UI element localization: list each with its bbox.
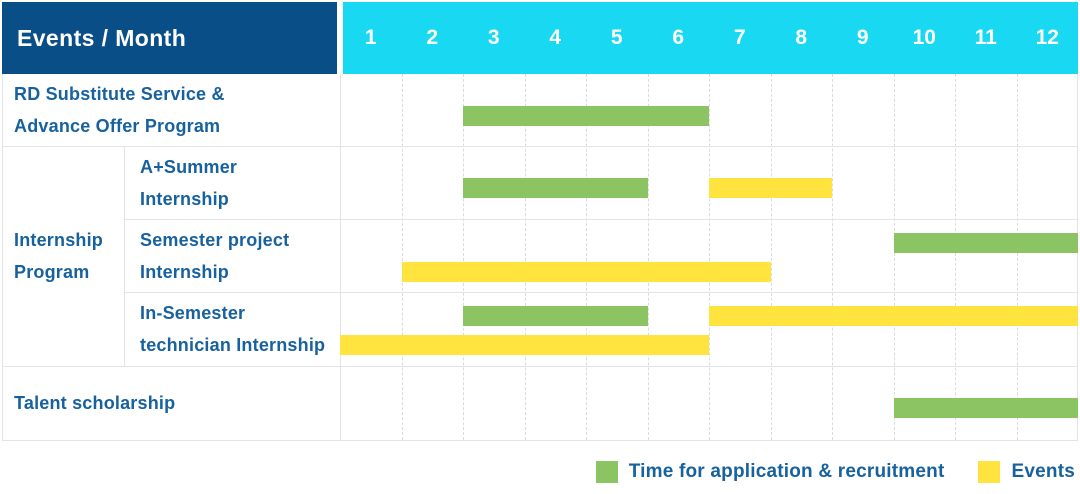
month-gridline bbox=[1016, 74, 1018, 440]
month-header-1: 1 bbox=[364, 26, 377, 49]
row-label-line: Advance Offer Program bbox=[14, 116, 221, 136]
row-label-line: RD Substitute Service & bbox=[14, 84, 225, 104]
row-label-rd-substitute-advance-offer: RD Substitute Service & Advance Offer Pro… bbox=[2, 74, 340, 146]
legend-item-green: Time for application & recruitment bbox=[595, 461, 945, 483]
row-label-semester-project-internship: Semester project Internship bbox=[126, 219, 340, 292]
bar-yellow-m1-m6 bbox=[340, 335, 709, 355]
month-gridline bbox=[770, 74, 772, 440]
label-chart-divider bbox=[340, 74, 341, 440]
month-gridline bbox=[586, 74, 587, 440]
month-header-7: 7 bbox=[733, 26, 746, 49]
month-gridline bbox=[709, 74, 710, 440]
legend-swatch-green bbox=[595, 461, 618, 483]
row-label-line: Semester project bbox=[140, 229, 290, 250]
legend-label: Time for application & recruitment bbox=[628, 461, 945, 482]
month-gridline bbox=[832, 74, 833, 440]
month-header-5: 5 bbox=[610, 26, 623, 49]
row-label-talent-scholarship: Talent scholarship bbox=[2, 366, 340, 440]
table-right-border bbox=[1077, 74, 1078, 440]
group-label-line: Program bbox=[14, 262, 90, 282]
table-left-border bbox=[2, 74, 3, 440]
month-header-4: 4 bbox=[549, 26, 562, 49]
month-header-12: 12 bbox=[1035, 26, 1059, 49]
bar-green-m10-m12 bbox=[893, 233, 1078, 253]
bar-yellow-m2-m7 bbox=[401, 262, 771, 282]
month-header-8: 8 bbox=[795, 26, 808, 49]
month-gridline bbox=[955, 74, 956, 440]
month-header-2: 2 bbox=[426, 26, 439, 49]
group-cell-internship-program: Internship Program bbox=[2, 146, 125, 366]
row-border bbox=[2, 146, 1078, 147]
row-border bbox=[125, 292, 1078, 293]
bar-yellow-m7-m12 bbox=[709, 306, 1078, 326]
month-header-11: 11 bbox=[974, 26, 997, 49]
legend-item-yellow: Events bbox=[978, 461, 1075, 483]
events-month-table: Events / Month 1 2 3 4 5 6 7 8 9 10 11 12 Internship… bbox=[2, 2, 1078, 442]
row-border bbox=[2, 440, 1078, 441]
month-gridline bbox=[647, 74, 649, 440]
legend-label: Events bbox=[1011, 461, 1075, 482]
month-gridline bbox=[524, 74, 526, 440]
row-label-in-semester-technician-internship: In-Semester technician Internship bbox=[126, 292, 340, 366]
month-header-3: 3 bbox=[487, 26, 500, 49]
group-label-line: Internship bbox=[14, 230, 104, 250]
row-label-line: Internship bbox=[140, 188, 230, 209]
month-gridline bbox=[893, 74, 895, 440]
bar-green-m10-m12 bbox=[893, 398, 1078, 418]
row-label-line: Talent scholarship bbox=[14, 393, 176, 413]
bar-green-m3-m6 bbox=[463, 106, 709, 126]
row-label-line: A+Summer bbox=[140, 156, 238, 177]
bar-green-m3-m5 bbox=[463, 306, 648, 326]
corner-header-cell: Events / Month bbox=[2, 2, 337, 74]
month-header-row bbox=[343, 2, 1078, 74]
row-label-line: Internship bbox=[140, 261, 230, 282]
row-border bbox=[2, 366, 1078, 367]
legend-swatch-yellow bbox=[978, 461, 1001, 483]
row-label-line: technician Internship bbox=[140, 335, 326, 355]
bar-yellow-m7-m8 bbox=[709, 178, 832, 198]
bar-green-m3-m5 bbox=[463, 178, 648, 198]
month-gridline bbox=[401, 74, 403, 440]
month-header-9: 9 bbox=[856, 26, 869, 49]
legend: Time for application & recruitment Events bbox=[595, 461, 1075, 483]
row-label-line: In-Semester bbox=[140, 303, 246, 323]
month-header-10: 10 bbox=[912, 26, 936, 49]
month-header-6: 6 bbox=[672, 26, 685, 49]
month-gridline bbox=[463, 74, 464, 440]
row-border bbox=[125, 219, 1078, 220]
row-label-a-plus-summer-internship: A+Summer Internship bbox=[126, 146, 340, 219]
corner-header-label: Events / Month bbox=[17, 24, 187, 51]
